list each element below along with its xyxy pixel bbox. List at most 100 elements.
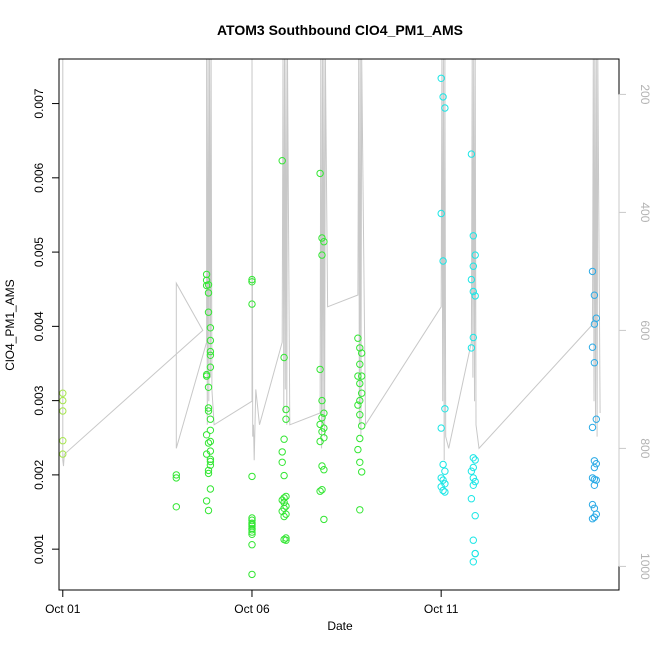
data-point (358, 349, 366, 357)
data-point (202, 450, 211, 458)
data-point (471, 477, 479, 486)
data-point (172, 474, 181, 482)
data-point (202, 431, 211, 439)
data-point (590, 291, 599, 299)
data-point (469, 454, 477, 462)
data-point (59, 450, 67, 458)
data-point (469, 536, 477, 544)
data-point (248, 530, 256, 538)
data-point (204, 407, 213, 415)
data-point (356, 411, 364, 419)
data-point (320, 238, 328, 246)
data-point (467, 275, 476, 284)
data-point (467, 467, 476, 475)
data-point (469, 474, 477, 482)
data-point (206, 347, 215, 356)
data-point (204, 383, 213, 391)
data-point (320, 466, 328, 474)
data-point (469, 558, 477, 566)
data-point (469, 463, 477, 472)
data-point (278, 157, 286, 165)
data-point (204, 308, 213, 316)
data-point (206, 336, 215, 345)
data-point (354, 445, 362, 454)
data-point (439, 93, 447, 101)
data-point (316, 487, 324, 495)
data-point (588, 267, 597, 276)
data-point (206, 437, 215, 446)
x-tick-label: Oct 11 (424, 602, 459, 616)
data-point (592, 476, 600, 484)
data-point (204, 506, 213, 515)
data-point (590, 320, 599, 328)
data-point (204, 404, 213, 412)
data-point (282, 502, 290, 510)
data-point (356, 396, 364, 405)
data-point (282, 534, 290, 542)
data-point (356, 360, 364, 368)
secondary-tick-label: 1000 (638, 553, 650, 580)
data-point (248, 472, 256, 481)
data-point (318, 486, 326, 494)
data-point (204, 281, 213, 289)
data-point (206, 324, 215, 332)
data-point (358, 422, 366, 430)
data-point (588, 500, 597, 509)
data-point (320, 424, 328, 432)
data-point (59, 389, 67, 397)
x-axis-label: Date (327, 619, 353, 633)
data-point (439, 486, 447, 495)
data-point (437, 209, 445, 218)
data-point (282, 510, 290, 518)
data-point (204, 439, 213, 447)
data-point (206, 455, 215, 463)
y-tick-label: 0.003 (32, 385, 46, 415)
data-point (316, 420, 324, 429)
data-point (437, 474, 445, 482)
data-point (316, 437, 324, 446)
points-layer (59, 74, 600, 579)
data-point (588, 423, 597, 432)
data-point (469, 333, 477, 342)
data-point (467, 495, 476, 503)
y-axis: 0.001 0.002 0.003 0.004 0.005 0.006 0.007 (32, 88, 60, 564)
y-tick-label: 0.002 (32, 460, 46, 490)
data-point (588, 343, 597, 351)
data-point (471, 512, 479, 520)
data-point (248, 541, 256, 549)
data-point (59, 437, 67, 445)
data-point (206, 351, 215, 359)
data-point (437, 424, 445, 432)
data-point (204, 466, 213, 475)
data-point (206, 426, 215, 434)
y-axis-label: ClO4_PM1_AMS (3, 279, 17, 370)
secondary-tick-label: 200 (638, 84, 650, 104)
data-point (206, 415, 215, 423)
data-point (358, 468, 366, 476)
data-point (316, 365, 324, 374)
data-point (358, 389, 366, 397)
data-point (172, 503, 181, 511)
x-tick-label: Oct 01 (45, 602, 81, 616)
data-point (318, 251, 326, 259)
secondary-tick-label: 400 (638, 202, 650, 222)
data-point (592, 460, 600, 468)
data-point (437, 74, 445, 83)
plot-frame (58, 58, 620, 591)
data-point (59, 407, 67, 415)
data-point (471, 456, 479, 464)
data-point (59, 396, 67, 405)
data-point (206, 485, 215, 493)
data-point (356, 434, 364, 443)
data-point (206, 457, 215, 466)
data-point (248, 526, 256, 534)
data-point (248, 300, 256, 308)
data-point (320, 434, 328, 442)
data-point (202, 497, 211, 505)
data-point (467, 150, 476, 158)
data-point (202, 276, 211, 284)
data-point (471, 251, 479, 259)
data-point (248, 528, 256, 536)
data-point (248, 275, 256, 284)
